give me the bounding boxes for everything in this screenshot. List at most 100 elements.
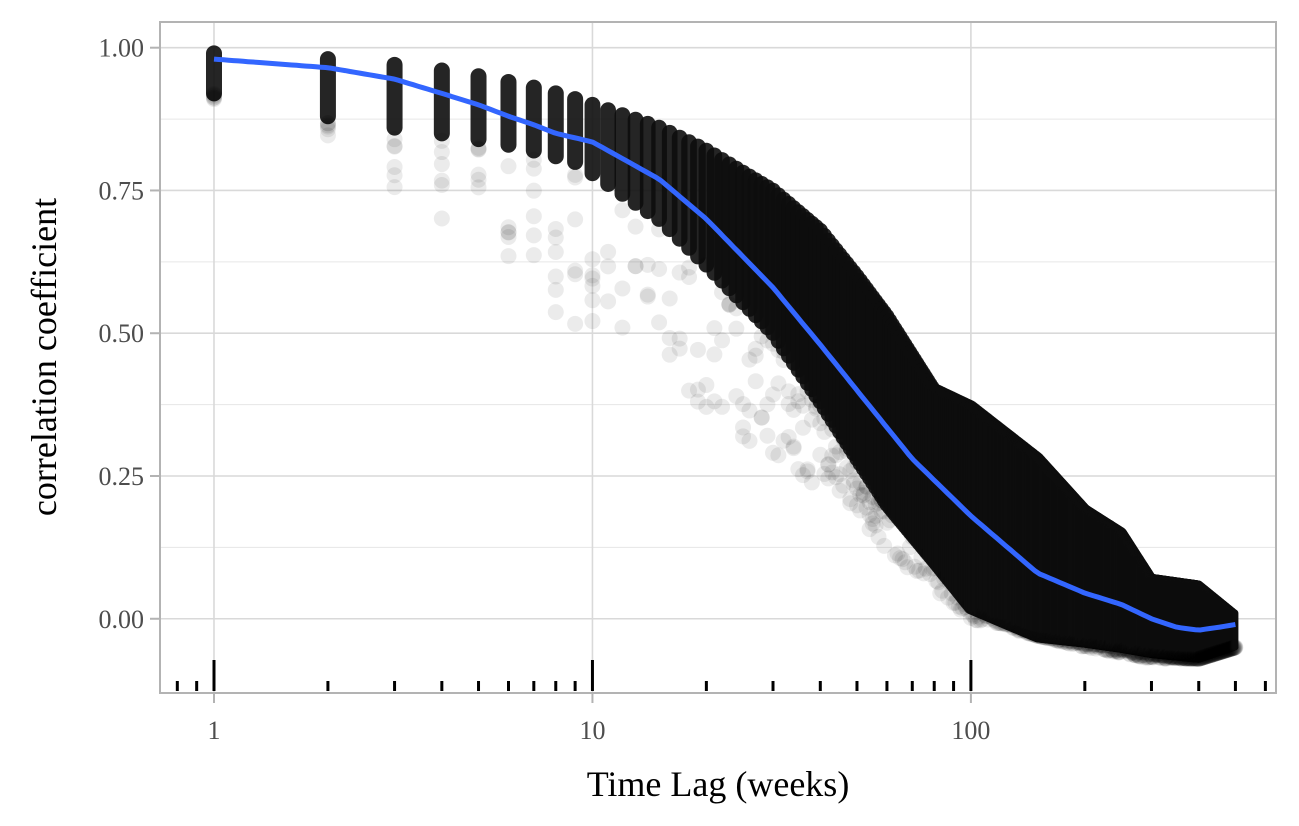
point [858, 499, 875, 516]
point [205, 85, 222, 102]
point [765, 444, 782, 461]
point [205, 89, 222, 106]
point [899, 559, 916, 576]
point [876, 537, 893, 554]
point [845, 475, 862, 492]
point [753, 409, 770, 426]
point [681, 259, 698, 276]
point [433, 177, 450, 194]
point [500, 224, 517, 241]
point [547, 229, 564, 246]
point [820, 456, 837, 473]
point [386, 138, 403, 155]
point [661, 346, 678, 363]
point [785, 438, 802, 455]
point [567, 262, 584, 279]
point [689, 381, 706, 398]
point [671, 330, 688, 347]
point [848, 497, 865, 514]
point [547, 268, 564, 285]
point [842, 491, 859, 508]
point [627, 218, 644, 235]
y-tick-label: 0.25 [99, 462, 145, 491]
x-tick-label: 10 [579, 716, 605, 745]
point [567, 166, 584, 183]
point [816, 465, 833, 482]
point [855, 486, 872, 503]
point [827, 447, 844, 464]
point [547, 244, 564, 261]
point [614, 319, 631, 336]
point [525, 151, 542, 168]
point [681, 382, 698, 399]
point [671, 340, 688, 357]
point [870, 528, 887, 545]
point [855, 484, 872, 501]
point [627, 258, 644, 275]
point [584, 270, 601, 287]
x-tick-label: 1 [207, 716, 220, 745]
point [706, 320, 723, 337]
point [500, 219, 517, 236]
point [861, 521, 878, 538]
point [906, 558, 923, 575]
point [600, 243, 617, 260]
point [892, 550, 909, 567]
point [470, 166, 487, 183]
point [614, 280, 631, 297]
point [803, 474, 820, 491]
point [639, 256, 656, 273]
point [470, 179, 487, 196]
point [838, 459, 855, 476]
point [770, 447, 787, 464]
point [831, 482, 848, 499]
point [852, 486, 869, 503]
point [848, 480, 865, 497]
point [867, 507, 884, 524]
point [525, 247, 542, 264]
point [689, 341, 706, 358]
y-tick-label: 0.50 [99, 319, 145, 348]
point [747, 340, 764, 357]
point [855, 487, 872, 504]
point [600, 293, 617, 310]
point [525, 208, 542, 225]
point [741, 351, 758, 368]
point [864, 511, 881, 528]
point [547, 281, 564, 298]
point [639, 286, 656, 303]
y-tick-label: 1.00 [99, 34, 145, 63]
point [525, 227, 542, 244]
x-axis-title: Time Lag (weeks) [587, 764, 850, 804]
point [470, 171, 487, 188]
point [714, 332, 731, 349]
point [205, 86, 222, 103]
point [525, 182, 542, 199]
point [698, 398, 715, 415]
y-tick-label: 0.00 [99, 605, 145, 634]
point [842, 495, 859, 512]
point [816, 423, 833, 440]
point [319, 115, 336, 132]
point [799, 461, 816, 478]
point [567, 169, 584, 186]
point [867, 517, 884, 534]
point [827, 469, 844, 486]
point [639, 288, 656, 305]
point [714, 398, 731, 415]
point [706, 393, 723, 410]
point [205, 91, 222, 108]
point [386, 131, 403, 148]
point [651, 314, 668, 331]
point [547, 304, 564, 321]
point [470, 141, 487, 158]
point [500, 158, 517, 175]
point [706, 346, 723, 363]
point [780, 383, 797, 400]
point [886, 547, 903, 564]
point [584, 277, 601, 294]
point [567, 315, 584, 332]
point [205, 88, 222, 105]
point [897, 554, 914, 571]
point [864, 515, 881, 532]
